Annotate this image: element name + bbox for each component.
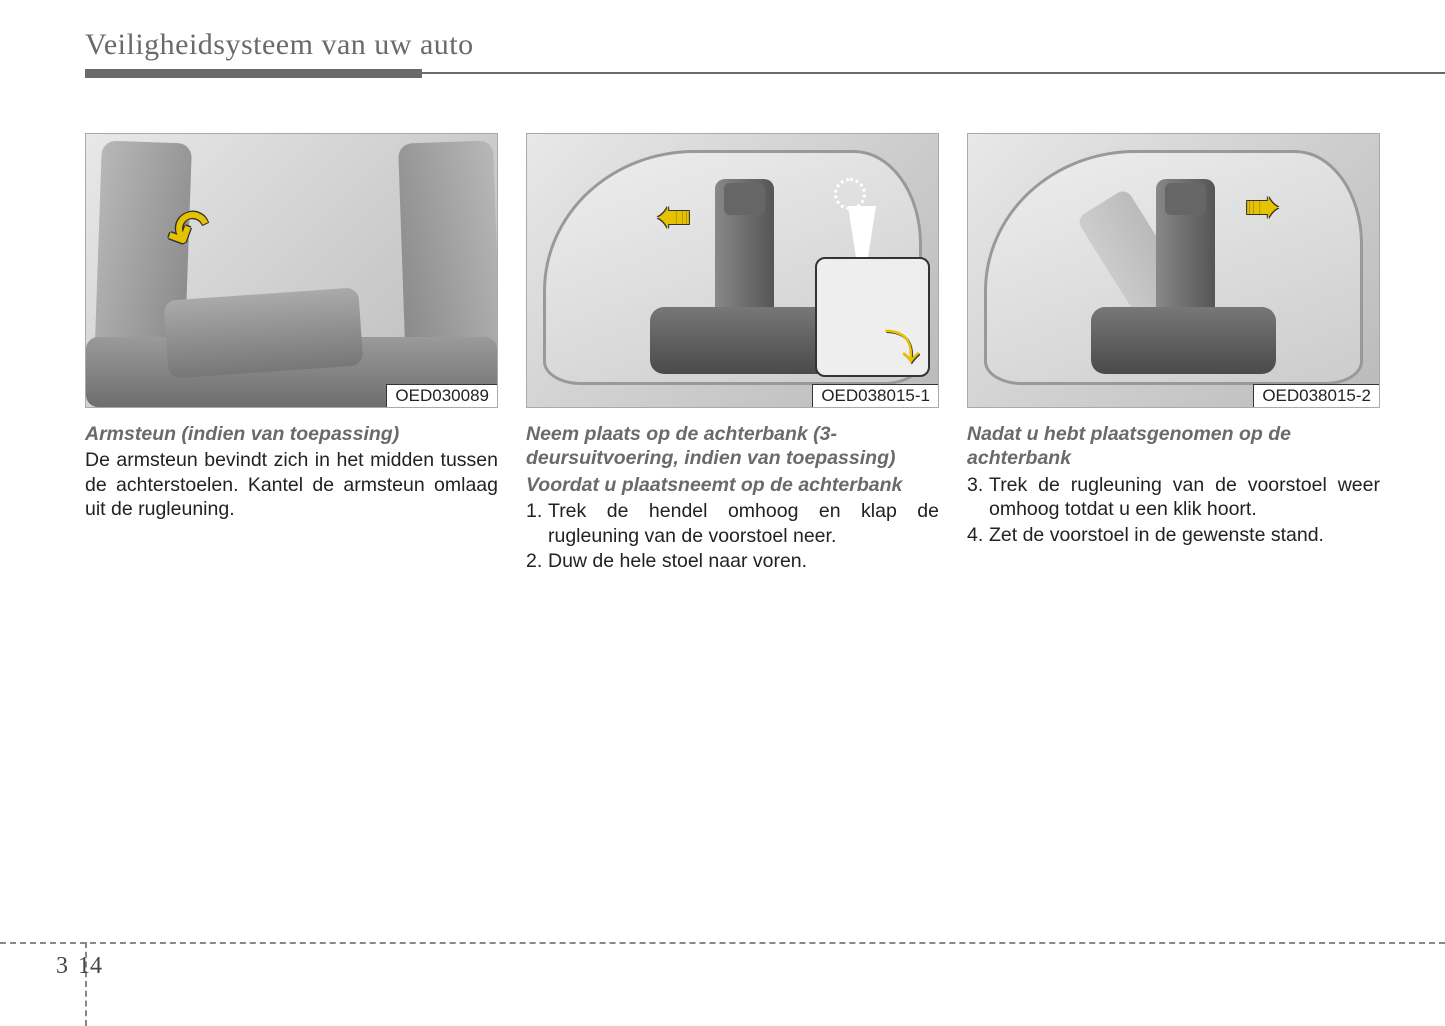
step-text: Trek de rugleuning van de voorstoel weer…	[989, 473, 1380, 522]
headrest	[724, 183, 765, 215]
column-1-text: Armsteun (indien van toepassing) De arms…	[85, 422, 498, 522]
step-number: 3.	[967, 473, 989, 522]
figure-armrest: ↶ OED030089	[85, 133, 498, 408]
figure-code: OED030089	[386, 384, 497, 407]
header-rule	[85, 68, 1445, 78]
crop-mark-horizontal	[0, 942, 1445, 944]
page-header: Veiligheidsysteem van uw auto	[85, 28, 1445, 78]
forward-arrow-icon: ➠	[657, 194, 691, 240]
column-1: ↶ OED030089 Armsteun (indien van toepass…	[85, 133, 498, 573]
figure-code: OED038015-1	[812, 384, 938, 407]
step-number: 4.	[967, 523, 989, 547]
header-rule-thick	[85, 69, 422, 78]
step-text: Duw de hele stoel naar voren.	[548, 549, 939, 573]
armrest	[164, 287, 364, 378]
content-area: ↶ OED030089 Armsteun (indien van toepass…	[85, 133, 1380, 573]
after-seat-subtitle: Nadat u hebt plaatsgenomen op de achterb…	[967, 422, 1380, 471]
before-seat-subtitle: Voordat u plaatsneemt op de achterbank	[526, 473, 939, 497]
chapter-number: 3	[56, 953, 68, 979]
headrest	[1165, 183, 1206, 215]
column-2: ➠ ⤵ OED038015-1 Neem plaats op de achter…	[526, 133, 939, 573]
step-text: Trek de hendel omhoog en klap de rugleun…	[548, 499, 939, 548]
page-number: 3 14	[56, 953, 102, 980]
step-3: 3. Trek de rugleuning van de voorstoel w…	[967, 473, 1380, 522]
rear-entry-subtitle: Neem plaats op de achterbank (3-deursuit…	[526, 422, 939, 471]
step-2: 2. Duw de hele stoel naar voren.	[526, 549, 939, 573]
lever-arrow-icon: ⤵	[884, 319, 920, 371]
step-number: 2.	[526, 549, 548, 573]
step-1: 1. Trek de hendel omhoog en klap de rugl…	[526, 499, 939, 548]
return-arrow-icon: ➠	[1245, 184, 1279, 230]
column-3: ➠ OED038015-2 Nadat u hebt plaatsgenomen…	[967, 133, 1380, 573]
column-3-text: Nadat u hebt plaatsgenomen op de achterb…	[967, 422, 1380, 547]
step-number: 1.	[526, 499, 548, 548]
armrest-subtitle: Armsteun (indien van toepassing)	[85, 422, 498, 446]
step-4: 4. Zet de voorstoel in de gewenste stand…	[967, 523, 1380, 547]
figure-seat-return: ➠ OED038015-2	[967, 133, 1380, 408]
armrest-body: De armsteun bevindt zich in het midden t…	[85, 448, 498, 521]
column-2-text: Neem plaats op de achterbank (3-deursuit…	[526, 422, 939, 573]
figure-code: OED038015-2	[1253, 384, 1379, 407]
figure-seat-fold-entry: ➠ ⤵ OED038015-1	[526, 133, 939, 408]
seat-base	[1091, 307, 1276, 374]
step-text: Zet de voorstoel in de gewenste stand.	[989, 523, 1380, 547]
header-title: Veiligheidsysteem van uw auto	[85, 28, 1445, 62]
seat-base	[650, 307, 835, 374]
page-number-value: 14	[78, 953, 102, 979]
header-rule-thin	[422, 72, 1445, 74]
